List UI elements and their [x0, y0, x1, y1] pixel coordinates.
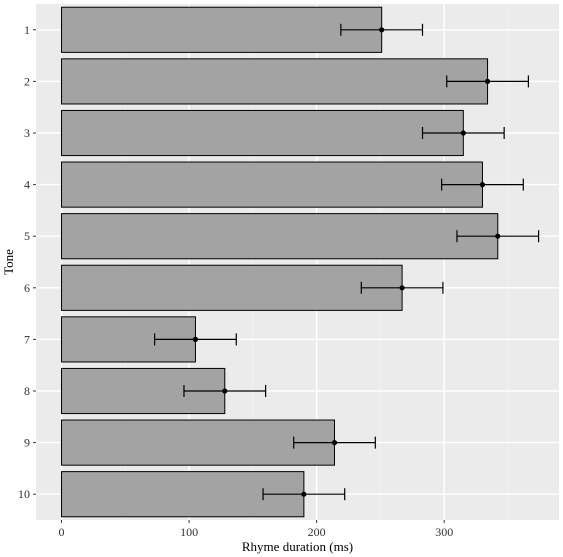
y-tick-label: 7: [24, 332, 30, 346]
y-tick-label: 6: [24, 281, 30, 295]
bar-tone-6: [61, 264, 403, 311]
x-tick-label: 200: [308, 525, 326, 539]
mean-point-tone-9: [331, 440, 338, 446]
mean-point-tone-4: [479, 182, 486, 188]
mean-point-tone-6: [399, 285, 405, 291]
y-tick-label: 3: [24, 126, 30, 140]
y-tick-label: 1: [24, 23, 30, 37]
x-axis-title: Rhyme duration (ms): [242, 539, 353, 554]
x-tick-label: 300: [435, 525, 453, 539]
x-tick-label: 0: [59, 525, 65, 539]
bar-tone-1: [61, 6, 383, 53]
bar-tone-4: [61, 161, 483, 208]
x-tick-label: 100: [180, 525, 198, 539]
x-axis: 0 100 200 300: [59, 520, 453, 539]
mean-points: [192, 27, 501, 497]
mean-point-tone-5: [495, 233, 501, 239]
mean-point-tone-7: [192, 336, 199, 342]
bars: [61, 6, 499, 518]
y-tick-label: 2: [24, 74, 30, 88]
mean-point-tone-2: [484, 78, 491, 84]
y-tick-label: 4: [24, 178, 30, 192]
y-tick-label: 9: [24, 436, 30, 450]
bar-tone-5: [61, 213, 499, 260]
mean-point-tone-1: [379, 27, 385, 33]
bar-tone-9: [61, 419, 335, 466]
y-tick-label: 10: [18, 487, 30, 501]
mean-point-tone-3: [460, 130, 466, 136]
y-tick-label: 5: [24, 229, 30, 243]
bar-tone-3: [61, 109, 464, 157]
y-tick-label: 8: [24, 384, 30, 398]
bar-tone-2: [61, 58, 489, 105]
mean-point-tone-8: [222, 388, 228, 394]
y-axis: 1 2 3 4 5 6 7 8 9 10: [18, 23, 36, 501]
mean-point-tone-10: [301, 491, 307, 497]
y-axis-title: Tone: [1, 249, 16, 275]
